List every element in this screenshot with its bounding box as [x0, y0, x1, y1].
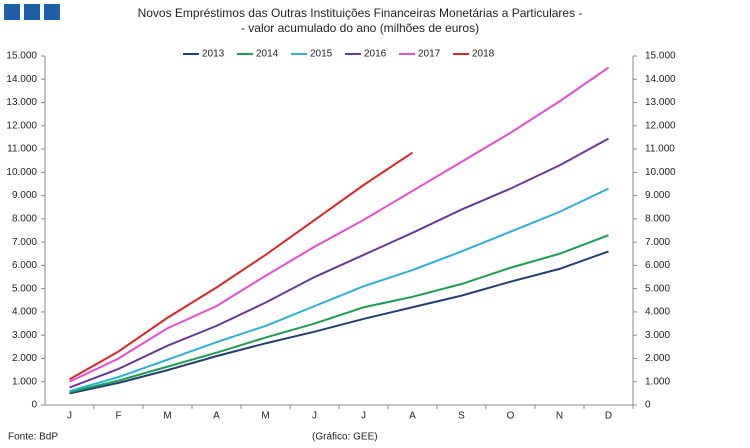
credit: (Gráfico: GEE)	[312, 432, 378, 443]
source: Fonte: BdP	[8, 432, 58, 443]
x-tick-label: M	[261, 411, 269, 422]
chart-subtitle: - valor acumulado do ano (milhões de eur…	[241, 21, 479, 35]
chart-title: Novos Empréstimos das Outras Instituiçõe…	[138, 6, 583, 20]
legend-label: 2015	[310, 49, 333, 60]
y2-tick-label: 11.000	[645, 144, 675, 155]
y2-tick-label: 8.000	[645, 214, 670, 225]
y-tick-label: 14.000	[6, 74, 37, 85]
y2-tick-label: 13.000	[645, 97, 676, 108]
x-tick-label: F	[115, 411, 121, 422]
x-tick-label: D	[605, 411, 612, 422]
y2-tick-label: 3.000	[645, 330, 670, 341]
series-line	[69, 250, 609, 395]
y2-tick-label: 14.000	[645, 74, 676, 85]
series-line	[69, 234, 609, 394]
y-tick-label: 12.000	[6, 120, 37, 131]
legend-label: 2018	[472, 49, 495, 60]
y-tick-label: 4.000	[12, 307, 37, 318]
x-tick-label: S	[458, 411, 465, 422]
y2-tick-label: 2.000	[645, 353, 670, 364]
series-line	[69, 66, 610, 383]
logo-square	[4, 4, 20, 20]
y-tick-label: 11.000	[7, 144, 37, 155]
x-tick-label: O	[507, 411, 515, 422]
y2-tick-label: 9.000	[645, 190, 670, 201]
y2-tick-label: 10.000	[645, 167, 676, 178]
y-tick-label: 6.000	[12, 260, 37, 271]
series-line	[69, 137, 609, 389]
y2-tick-label: 7.000	[645, 237, 670, 248]
y2-tick-label: 12.000	[645, 120, 676, 131]
x-tick-label: J	[361, 411, 366, 422]
y-tick-label: 13.000	[6, 97, 37, 108]
legend-label: 2014	[256, 49, 279, 60]
y-tick-label: 1.000	[12, 376, 37, 387]
x-tick-label: N	[556, 411, 563, 422]
x-tick-label: J	[312, 411, 317, 422]
x-tick-label: M	[163, 411, 171, 422]
y-tick-label: 8.000	[12, 214, 37, 225]
legend-label: 2016	[364, 49, 387, 60]
series-line	[69, 187, 609, 393]
y-tick-label: 3.000	[12, 330, 37, 341]
y-tick-label: 2.000	[12, 353, 37, 364]
x-tick-label: J	[67, 411, 72, 422]
y2-tick-label: 4.000	[645, 307, 670, 318]
legend-label: 2017	[418, 49, 441, 60]
logo-square	[44, 4, 60, 20]
logo-square	[24, 4, 40, 20]
series-line	[69, 151, 414, 381]
y2-tick-label: 15.000	[645, 51, 676, 62]
y2-tick-label: 6.000	[645, 260, 670, 271]
y2-tick-label: 1.000	[645, 376, 670, 387]
y-tick-label: 7.000	[12, 237, 37, 248]
y-tick-label: 0	[31, 400, 37, 411]
y-tick-label: 5.000	[12, 283, 37, 294]
x-tick-label: A	[409, 411, 416, 422]
legend-label: 2013	[202, 49, 225, 60]
y-tick-label: 10.000	[6, 167, 37, 178]
y-tick-label: 15.000	[6, 51, 37, 62]
y-tick-label: 9.000	[12, 190, 37, 201]
y2-tick-label: 0	[645, 400, 651, 411]
x-tick-label: A	[213, 411, 220, 422]
y2-tick-label: 5.000	[645, 283, 670, 294]
